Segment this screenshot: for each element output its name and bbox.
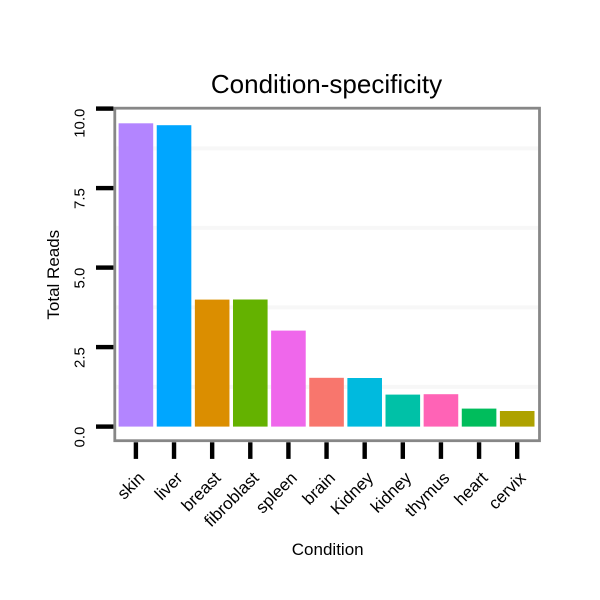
svg-text:Condition: Condition [292, 540, 364, 559]
svg-text:0.0: 0.0 [71, 427, 88, 448]
svg-text:Condition-specificity: Condition-specificity [211, 69, 442, 99]
svg-text:2.5: 2.5 [71, 347, 88, 368]
svg-text:Total Reads: Total Reads [44, 230, 63, 320]
svg-text:5.0: 5.0 [71, 268, 88, 289]
svg-text:7.5: 7.5 [71, 188, 88, 209]
svg-text:10.0: 10.0 [71, 109, 88, 138]
